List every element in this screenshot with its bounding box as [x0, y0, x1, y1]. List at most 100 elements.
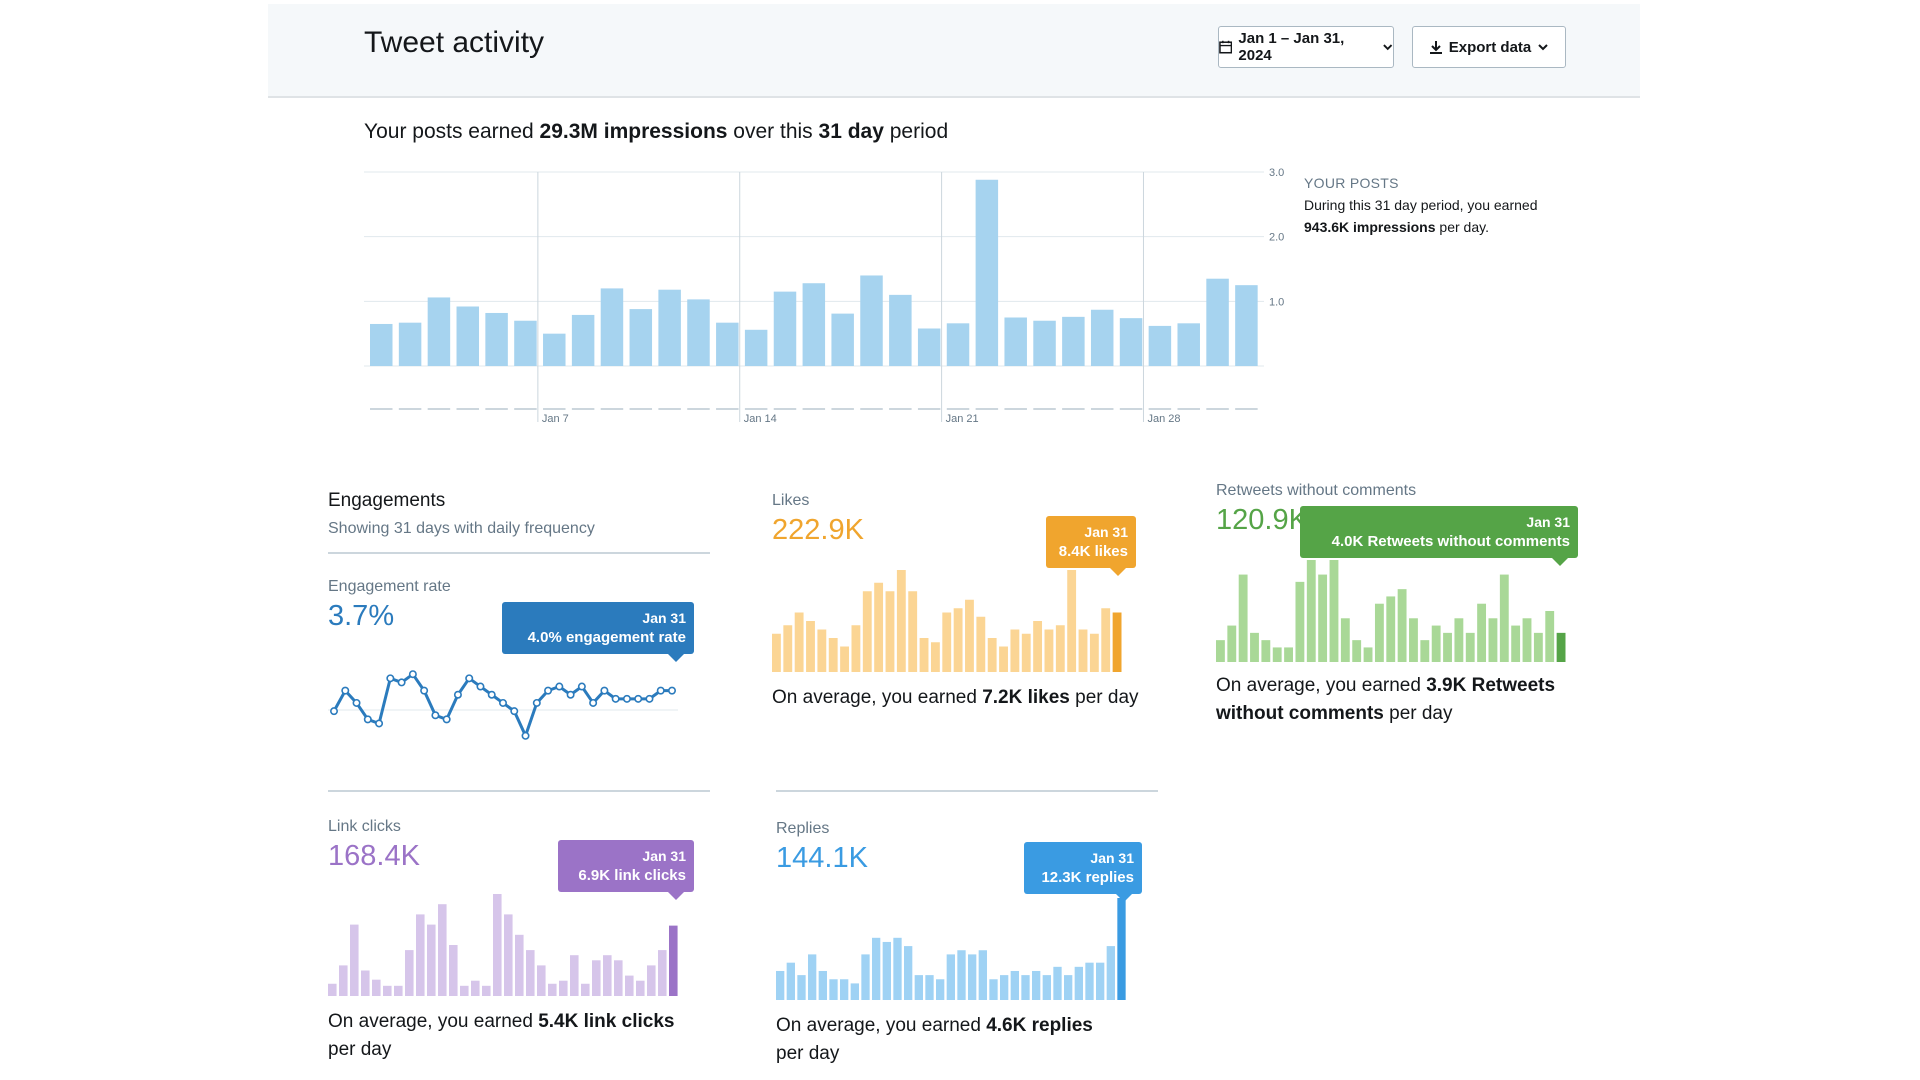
mini-bar[interactable] — [1074, 966, 1083, 1000]
mini-bar[interactable] — [361, 970, 370, 997]
impressions-bar[interactable] — [514, 320, 537, 366]
mini-bar[interactable] — [570, 955, 579, 996]
impressions-bar[interactable] — [571, 314, 595, 366]
engagement-rate-point[interactable] — [566, 690, 575, 699]
mini-bar[interactable] — [1010, 629, 1020, 673]
mini-bar[interactable] — [339, 965, 348, 996]
mini-bar[interactable] — [1000, 975, 1009, 1000]
mini-bar[interactable] — [1306, 560, 1316, 662]
engagement-rate-point[interactable] — [544, 686, 553, 695]
mini-bar[interactable] — [946, 954, 955, 1000]
date-range-button[interactable]: Jan 1 – Jan 31, 2024 — [1218, 26, 1394, 68]
mini-bar[interactable] — [978, 950, 987, 1000]
mini-bar[interactable] — [471, 980, 480, 996]
impressions-bar[interactable] — [658, 289, 681, 366]
impressions-bar[interactable] — [1033, 320, 1056, 366]
impressions-bar[interactable] — [1177, 323, 1200, 366]
engagement-rate-point[interactable] — [375, 719, 384, 728]
engagement-rate-point[interactable] — [611, 694, 620, 703]
mini-bar[interactable] — [383, 985, 392, 996]
mini-bar[interactable] — [885, 591, 895, 672]
mini-bar[interactable] — [526, 950, 535, 996]
mini-bar[interactable] — [372, 979, 381, 996]
engagement-rate-point[interactable] — [476, 682, 485, 691]
export-data-button[interactable]: Export data — [1412, 26, 1566, 68]
mini-bar[interactable] — [1089, 633, 1099, 672]
impressions-bar[interactable] — [744, 329, 768, 366]
mini-bar[interactable] — [953, 608, 963, 672]
engagement-rate-point[interactable] — [532, 698, 541, 707]
mini-bar[interactable] — [1021, 633, 1031, 672]
impressions-bar[interactable] — [1004, 317, 1027, 367]
mini-bar[interactable] — [1363, 647, 1373, 662]
mini-bar[interactable] — [976, 616, 986, 672]
mini-bar[interactable] — [1443, 632, 1452, 662]
mini-bar[interactable] — [614, 960, 623, 996]
mini-bar[interactable] — [840, 979, 849, 1000]
mini-bar[interactable] — [942, 612, 952, 673]
impressions-bar[interactable] — [687, 299, 710, 366]
impressions-bar[interactable] — [831, 313, 854, 366]
mini-bar[interactable] — [1420, 640, 1430, 662]
mini-bar[interactable] — [1261, 640, 1271, 662]
mini-bar[interactable] — [936, 979, 945, 1000]
mini-bar[interactable] — [1499, 574, 1509, 662]
engagement-rate-point[interactable] — [577, 682, 586, 691]
mini-bar[interactable] — [919, 638, 929, 672]
mini-bar[interactable] — [559, 980, 568, 996]
mini-bar[interactable] — [504, 914, 513, 996]
mini-bar[interactable] — [1284, 647, 1293, 662]
mini-bar[interactable] — [965, 599, 974, 672]
mini-bar[interactable] — [874, 582, 884, 672]
impressions-bar[interactable] — [485, 312, 508, 366]
mini-bar[interactable] — [350, 924, 359, 996]
engagement-rate-point[interactable] — [589, 698, 598, 707]
engagement-rate-point[interactable] — [656, 686, 665, 695]
engagement-rate-point[interactable] — [499, 698, 508, 707]
mini-bar[interactable] — [1556, 632, 1566, 662]
mini-bar[interactable] — [427, 924, 436, 996]
mini-bar[interactable] — [808, 954, 817, 1000]
impressions-bar[interactable] — [427, 297, 451, 366]
engagement-rate-point[interactable] — [363, 715, 372, 724]
mini-bar[interactable] — [850, 983, 859, 1000]
mini-bar[interactable] — [405, 950, 414, 996]
mini-bar[interactable] — [438, 904, 447, 996]
engagement-rate-point[interactable] — [487, 690, 496, 699]
mini-bar[interactable] — [548, 983, 557, 996]
engagement-rate-point[interactable] — [420, 686, 429, 695]
mini-bar[interactable] — [861, 954, 870, 1000]
engagement-rate-point[interactable] — [510, 707, 519, 716]
mini-bar[interactable] — [1522, 618, 1532, 662]
mini-bar[interactable] — [786, 962, 795, 1000]
mini-bar[interactable] — [1352, 640, 1362, 662]
mini-bar[interactable] — [806, 621, 815, 672]
engagement-rate-point[interactable] — [667, 686, 676, 695]
mini-bar[interactable] — [1044, 629, 1054, 673]
mini-bar[interactable] — [1477, 603, 1487, 662]
mini-bar[interactable] — [1032, 970, 1041, 1000]
mini-bar[interactable] — [930, 642, 940, 672]
engagement-rate-point[interactable] — [555, 682, 564, 691]
impressions-bar[interactable] — [1206, 278, 1229, 366]
mini-bar[interactable] — [1465, 632, 1475, 662]
engagement-rate-point[interactable] — [442, 715, 451, 724]
mini-bar[interactable] — [1021, 975, 1030, 1000]
impressions-bar[interactable] — [975, 179, 999, 366]
mini-bar[interactable] — [1318, 574, 1328, 662]
mini-bar[interactable] — [1250, 632, 1259, 662]
engagement-rate-point[interactable] — [341, 686, 350, 695]
engagement-rate-point[interactable] — [397, 678, 406, 687]
mini-bar[interactable] — [840, 646, 849, 673]
impressions-bar[interactable] — [889, 294, 912, 366]
impressions-bar[interactable] — [1148, 325, 1172, 366]
impressions-bar[interactable] — [716, 322, 739, 366]
engagement-rate-point[interactable] — [634, 694, 643, 703]
engagement-rate-point[interactable] — [386, 674, 395, 683]
mini-bar[interactable] — [1096, 962, 1105, 1000]
mini-bar[interactable] — [1511, 625, 1521, 662]
engagement-rate-point[interactable] — [465, 674, 474, 683]
mini-bar[interactable] — [1067, 570, 1077, 672]
mini-bar[interactable] — [1386, 596, 1396, 662]
mini-bar[interactable] — [1488, 618, 1498, 662]
